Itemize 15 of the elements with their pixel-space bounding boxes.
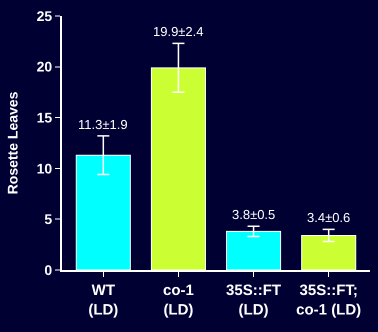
data-label: 19.9±2.4 xyxy=(153,24,204,39)
x-tick-label: WT (LD) xyxy=(88,282,118,318)
x-tick-label: 35S::FT (LD) xyxy=(226,282,282,318)
data-label: 3.4±0.6 xyxy=(307,210,350,225)
y-tick-label: 10 xyxy=(36,160,52,176)
data-label: 3.8±0.5 xyxy=(232,207,276,222)
y-axis-title: Rosette Leaves xyxy=(4,91,21,194)
y-tick-label: 20 xyxy=(36,58,52,75)
data-label: 11.3±1.9 xyxy=(78,117,128,132)
x-tick-label: 35S::FT; co-1 (LD) xyxy=(296,282,362,318)
y-tick-label: 25 xyxy=(36,8,52,24)
y-tick-label: 5 xyxy=(44,211,52,228)
y-tick-label: 15 xyxy=(36,110,52,126)
x-tick-label: co-1 (LD) xyxy=(163,282,194,318)
y-tick-label: 0 xyxy=(44,262,52,278)
